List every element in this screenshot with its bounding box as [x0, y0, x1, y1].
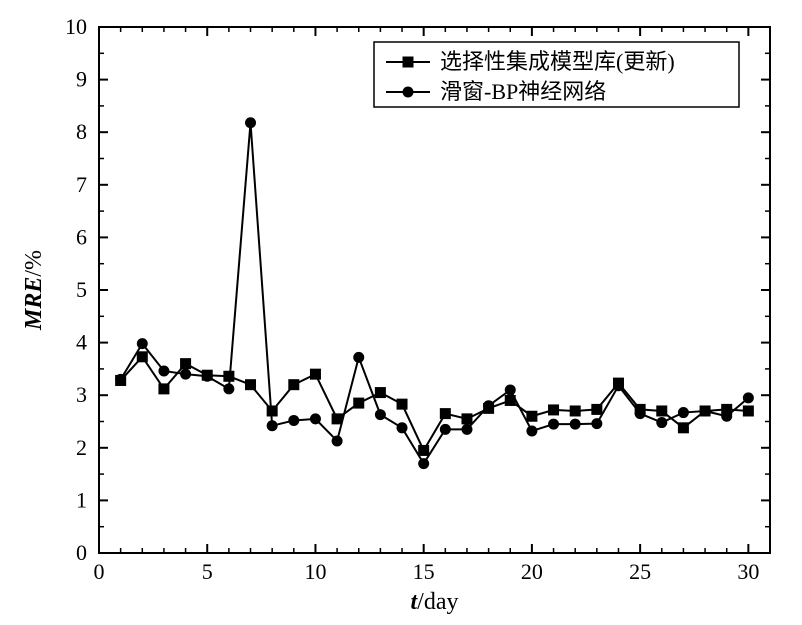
marker-sliding-bp: [332, 435, 343, 446]
legend: 选择性集成模型库(更新) 滑窗-BP神经网络: [374, 42, 739, 107]
y-tick-label: 6: [76, 224, 87, 249]
marker-selective-ensemble: [245, 379, 256, 390]
y-tick-label: 9: [76, 67, 87, 92]
marker-selective-ensemble: [397, 399, 408, 410]
marker-sliding-bp: [743, 392, 754, 403]
line-chart: 0 5 10 15 20 25 30 0 1 2 3 4 5 6 7 8 9 10 t/day MRE/% 选择性集成模…: [0, 0, 802, 625]
x-tick-label: 10: [304, 559, 326, 584]
legend-marker-selective-ensemble: [403, 57, 414, 68]
marker-sliding-bp: [700, 405, 711, 416]
marker-sliding-bp: [591, 418, 602, 429]
marker-sliding-bp: [375, 409, 386, 420]
marker-sliding-bp: [202, 371, 213, 382]
chart-container: 0 5 10 15 20 25 30 0 1 2 3 4 5 6 7 8 9 10 t/day MRE/% 选择性集成模…: [0, 0, 802, 625]
marker-selective-ensemble: [180, 358, 191, 369]
legend-label-sliding-bp: 滑窗-BP神经网络: [440, 79, 606, 104]
marker-sliding-bp: [115, 374, 126, 385]
marker-sliding-bp: [570, 419, 581, 430]
marker-selective-ensemble: [678, 422, 689, 433]
plot-frame: [99, 27, 770, 553]
y-axis-label: MRE/%: [21, 250, 47, 331]
marker-sliding-bp: [397, 422, 408, 433]
series-line-selective-ensemble: [121, 357, 749, 451]
marker-selective-ensemble: [743, 405, 754, 416]
marker-selective-ensemble: [310, 369, 321, 380]
marker-selective-ensemble: [656, 405, 667, 416]
marker-selective-ensemble: [461, 413, 472, 424]
marker-sliding-bp: [721, 411, 732, 422]
marker-sliding-bp: [180, 369, 191, 380]
marker-sliding-bp: [418, 458, 429, 469]
x-tick-label: 30: [737, 559, 759, 584]
y-tick-label: 8: [76, 119, 87, 144]
marker-sliding-bp: [548, 419, 559, 430]
marker-sliding-bp: [158, 366, 169, 377]
y-tick-label: 0: [76, 540, 87, 565]
marker-selective-ensemble: [375, 387, 386, 398]
legend-label-selective-ensemble: 选择性集成模型库(更新): [440, 49, 675, 74]
marker-selective-ensemble: [137, 351, 148, 362]
marker-sliding-bp: [310, 413, 321, 424]
x-tick-label: 0: [94, 559, 105, 584]
marker-sliding-bp: [267, 420, 278, 431]
marker-sliding-bp: [353, 352, 364, 363]
series-line-sliding-bp: [121, 123, 749, 464]
x-tick-label: 15: [413, 559, 435, 584]
marker-selective-ensemble: [570, 405, 581, 416]
x-tick-label: 25: [629, 559, 651, 584]
marker-sliding-bp: [461, 424, 472, 435]
marker-selective-ensemble: [440, 408, 451, 419]
marker-selective-ensemble: [418, 445, 429, 456]
marker-sliding-bp: [526, 425, 537, 436]
y-tick-label: 7: [76, 172, 87, 197]
marker-selective-ensemble: [548, 404, 559, 415]
marker-selective-ensemble: [353, 398, 364, 409]
marker-sliding-bp: [678, 407, 689, 418]
marker-sliding-bp: [505, 384, 516, 395]
marker-selective-ensemble: [288, 379, 299, 390]
series-selective-ensemble: [115, 351, 754, 456]
marker-selective-ensemble: [591, 404, 602, 415]
y-tick-label: 4: [76, 330, 87, 355]
marker-sliding-bp: [137, 338, 148, 349]
x-tick-label: 5: [202, 559, 213, 584]
marker-sliding-bp: [245, 117, 256, 128]
y-tick-label: 5: [76, 277, 87, 302]
y-tick-label: 1: [76, 487, 87, 512]
marker-sliding-bp: [288, 415, 299, 426]
marker-sliding-bp: [483, 400, 494, 411]
marker-sliding-bp: [635, 408, 646, 419]
marker-selective-ensemble: [158, 383, 169, 394]
y-tick-label: 2: [76, 435, 87, 460]
marker-sliding-bp: [613, 380, 624, 391]
legend-marker-sliding-bp: [403, 87, 414, 98]
marker-sliding-bp: [223, 383, 234, 394]
marker-selective-ensemble: [526, 411, 537, 422]
marker-sliding-bp: [656, 417, 667, 428]
marker-sliding-bp: [440, 424, 451, 435]
y-tick-label: 3: [76, 382, 87, 407]
x-tick-label: 20: [521, 559, 543, 584]
y-tick-label: 10: [65, 14, 87, 39]
x-axis-label: t/day: [411, 589, 459, 615]
